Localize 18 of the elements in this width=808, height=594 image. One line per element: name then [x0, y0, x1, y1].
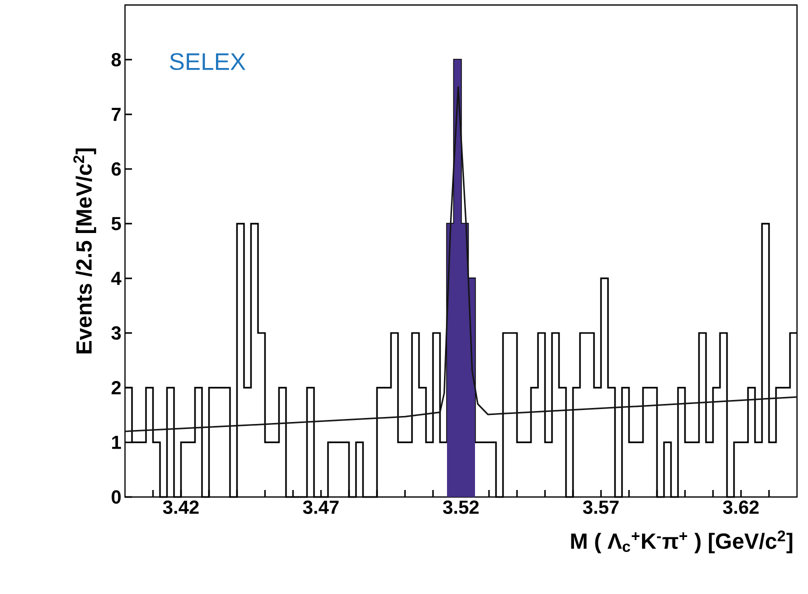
y-tick-label: 5: [112, 217, 121, 230]
y-axis-title: Events /2.5 [MeV/c$^{2}$]: [73, 148, 96, 354]
y-tick-label: 4: [111, 272, 122, 285]
y-tick-label: 0: [112, 490, 121, 504]
y-tick-label: 3: [111, 326, 121, 340]
line-series: [124, 86, 798, 432]
x-tick-label: 3.47: [303, 500, 339, 514]
y-tick-label: 1: [112, 436, 121, 449]
y-tick-label: 7: [112, 108, 121, 121]
text: M ( Λ$_{c}$$^{+}$K$^{-}$π$^{+}$ ) [GeV/c$^{2}$]: [571, 530, 792, 554]
y-tick-label: 8: [112, 52, 121, 66]
x-tick-label: 3.42: [163, 500, 199, 514]
x-tick-label: 3.57: [583, 500, 619, 514]
x-tick-label: 3.52: [443, 500, 479, 514]
x-tick-label: 3.62: [723, 500, 759, 514]
y-tick-label: 6: [112, 162, 121, 176]
y-tick-label: 2: [112, 381, 121, 394]
annotation: SELEX: [170, 53, 246, 70]
